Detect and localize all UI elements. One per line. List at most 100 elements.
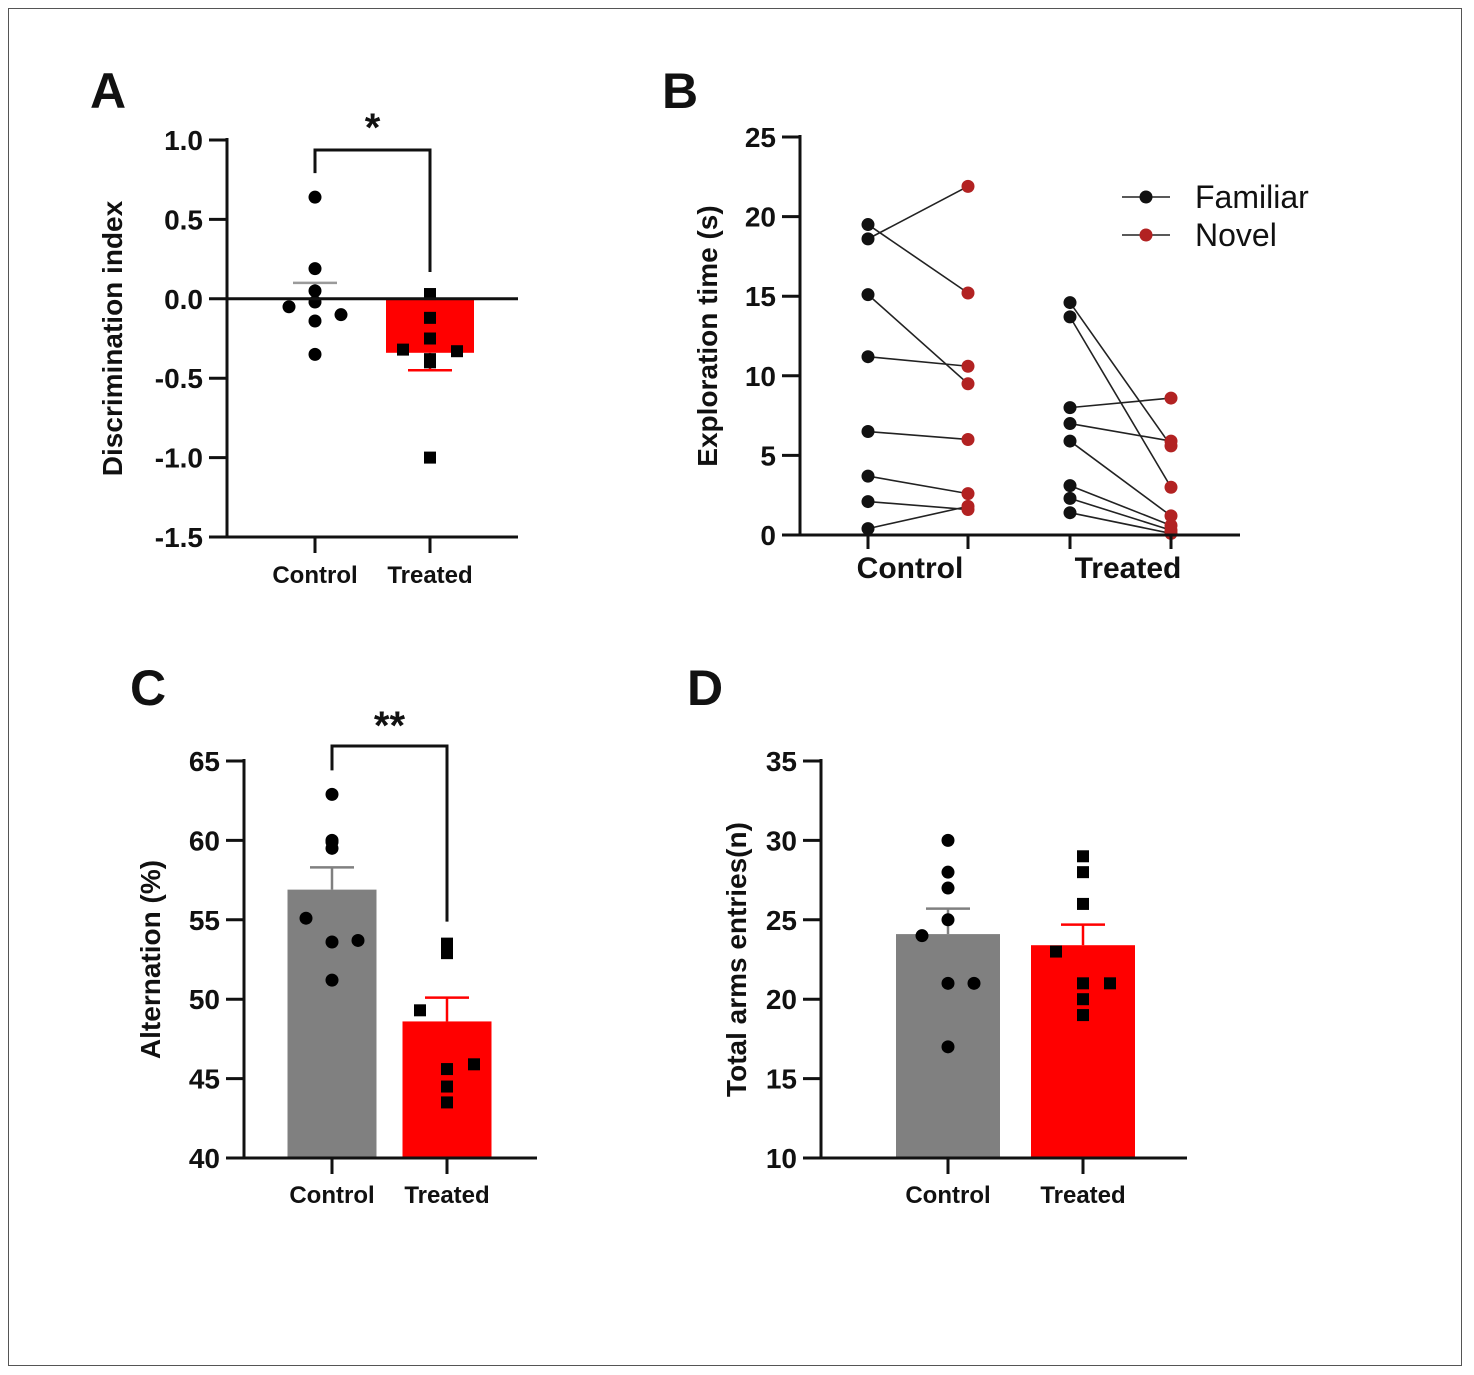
y-tick-label: 20 — [745, 202, 776, 233]
novel-point — [961, 377, 975, 391]
y-tick-label: 45 — [189, 1064, 220, 1095]
pair-line — [1069, 511, 1172, 535]
data-point — [325, 841, 339, 855]
data-point — [941, 833, 955, 847]
significance-bracket — [330, 744, 449, 922]
data-point — [334, 308, 348, 322]
y-axis-label: Alternation (%) — [135, 860, 166, 1059]
pair-line — [867, 475, 969, 495]
pair-line — [1069, 484, 1172, 527]
data-point — [967, 976, 981, 990]
familiar-point — [861, 288, 875, 302]
familiar-point — [1063, 310, 1077, 324]
data-point — [941, 976, 955, 990]
novel-point — [1164, 509, 1178, 523]
data-point — [1077, 993, 1089, 1006]
y-tick-label: 20 — [766, 984, 797, 1015]
pair-line — [867, 430, 969, 441]
y-tick-label: 50 — [189, 984, 220, 1015]
x-category-label-treated: Treated — [1040, 1182, 1125, 1209]
novel-point — [1164, 526, 1178, 540]
y-tick-label: 1.0 — [164, 125, 203, 156]
y-tick-label: 10 — [766, 1143, 797, 1174]
novel-point — [961, 179, 975, 193]
pair-line — [867, 505, 969, 530]
data-point — [441, 1080, 453, 1093]
x-category-label-treated: Treated — [404, 1182, 489, 1209]
data-point — [1077, 977, 1089, 990]
y-tick-label: 25 — [766, 905, 797, 936]
y-tick-label: 40 — [189, 1143, 220, 1174]
y-axis-label: Total arms entries(n) — [721, 822, 752, 1097]
legend-label-familiar: Familiar — [1195, 179, 1309, 215]
data-point — [299, 911, 313, 925]
y-tick-label: 0 — [760, 520, 776, 551]
significance-marker: ** — [374, 704, 406, 748]
pair-line — [867, 500, 969, 511]
x-category-label-control: Control — [272, 562, 357, 589]
y-tick-label: -0.5 — [155, 363, 203, 394]
novel-point — [961, 487, 975, 501]
familiar-point — [861, 232, 875, 246]
data-point — [441, 947, 453, 960]
familiar-point — [861, 425, 875, 439]
pair-line — [1069, 302, 1172, 447]
familiar-point — [861, 469, 875, 483]
data-point — [351, 933, 365, 947]
panel-letter-d: D — [687, 660, 723, 716]
data-point — [424, 332, 436, 345]
y-tick-label: -1.0 — [155, 443, 203, 474]
familiar-point — [861, 522, 875, 536]
pair-line — [867, 223, 969, 294]
familiar-point — [1063, 506, 1077, 520]
familiar-point — [1063, 417, 1077, 431]
pair-line — [867, 294, 969, 385]
pair-line — [1069, 397, 1172, 409]
x-category-label-control: Control — [857, 552, 964, 585]
novel-point — [961, 286, 975, 300]
y-tick-label: 10 — [745, 361, 776, 392]
data-point — [424, 451, 436, 464]
y-tick-label: 0.5 — [164, 204, 203, 235]
legend-marker-familiar — [1139, 190, 1153, 204]
data-point — [308, 314, 322, 328]
data-point — [941, 881, 955, 895]
data-point — [1077, 1009, 1089, 1022]
data-point — [1050, 945, 1062, 958]
y-tick-label: 5 — [760, 440, 776, 471]
novel-point — [961, 432, 975, 446]
data-point — [1077, 897, 1089, 910]
y-tick-label: 25 — [745, 122, 776, 153]
pair-line — [867, 355, 969, 368]
novel-point — [1164, 434, 1178, 448]
figure-frame — [8, 8, 1462, 1366]
panel-letter-b: B — [662, 63, 698, 119]
familiar-point — [1063, 491, 1077, 505]
data-point — [308, 284, 322, 298]
y-axis-label: Exploration time (s) — [692, 205, 723, 466]
pair-line — [1069, 440, 1172, 517]
panel-letter-a: A — [90, 63, 126, 119]
data-point — [1077, 866, 1089, 879]
panel-c: C Alternation (%) ** 65 60 55 50 45 40 Control Tre… — [130, 660, 537, 1209]
data-point — [468, 1058, 480, 1071]
x-category-label-treated: Treated — [1075, 552, 1182, 585]
significance-marker: * — [365, 106, 381, 150]
panel-letter-c: C — [130, 660, 166, 716]
y-tick-label: 0.0 — [164, 284, 203, 315]
data-point — [941, 1040, 955, 1054]
data-point — [414, 1004, 426, 1017]
familiar-point — [861, 495, 875, 509]
familiar-point — [1063, 479, 1077, 493]
data-point — [941, 913, 955, 927]
y-tick-label: 65 — [189, 746, 220, 777]
data-point — [1077, 850, 1089, 863]
data-point — [424, 356, 436, 369]
data-point — [941, 865, 955, 879]
novel-point — [1164, 480, 1178, 494]
data-point — [308, 190, 322, 204]
legend-marker-novel — [1139, 228, 1153, 242]
y-tick-label: -1.5 — [155, 522, 203, 553]
familiar-point — [861, 350, 875, 364]
y-tick-label: 55 — [189, 905, 220, 936]
